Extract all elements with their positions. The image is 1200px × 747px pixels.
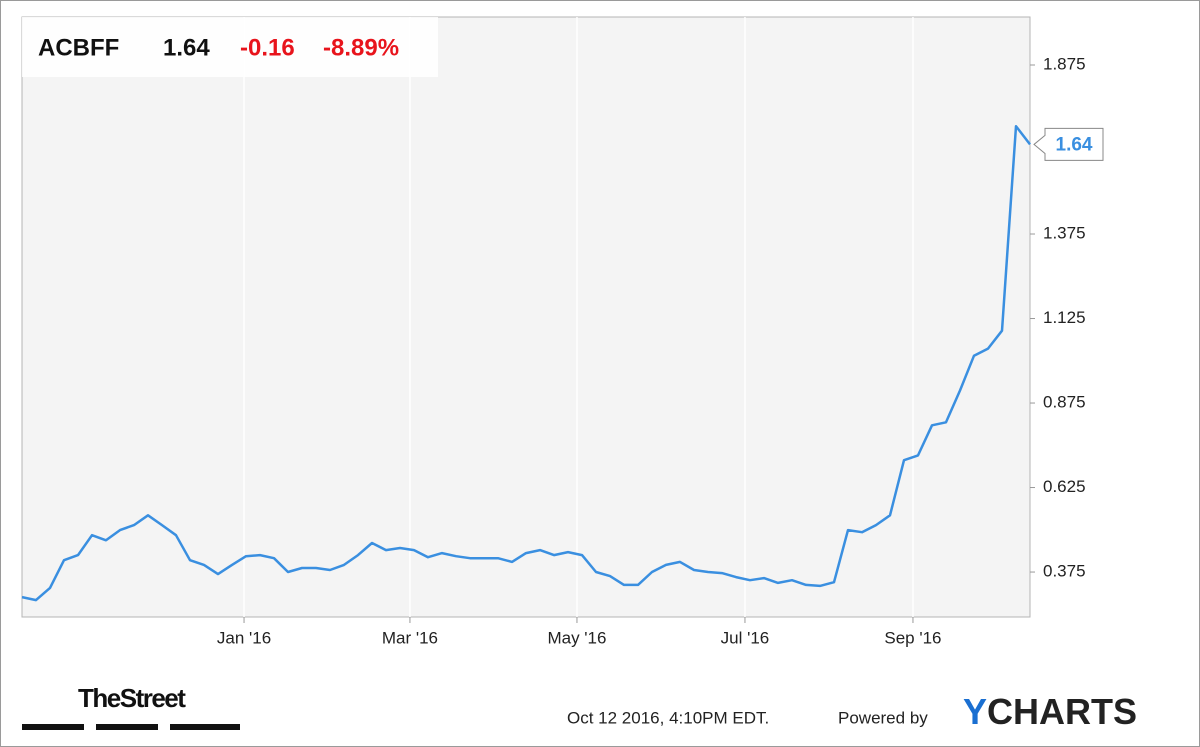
price-line	[21, 124, 1031, 602]
timestamp: Oct 12 2016, 4:10PM EDT.	[567, 708, 769, 727]
x-tick-label: Jan '16	[217, 628, 271, 647]
change-pct: -8.89%	[323, 34, 399, 61]
price: 1.64	[163, 34, 210, 61]
brand-rest: CHARTS	[987, 691, 1137, 732]
logo-bar	[170, 724, 240, 730]
x-tick-label: Jul '16	[721, 628, 770, 647]
symbol: ACBFF	[38, 34, 119, 61]
y-tick-label: 1.125	[1043, 308, 1086, 327]
y-tick-label: 0.625	[1043, 477, 1086, 496]
y-tick-label: 0.375	[1043, 562, 1086, 581]
y-tick-label: 1.375	[1043, 223, 1086, 242]
change: -0.16	[240, 34, 295, 61]
x-tick-label: Sep '16	[884, 628, 941, 647]
x-tick-label: Mar '16	[382, 628, 438, 647]
grid	[243, 17, 1035, 623]
last-value-label: 1.64	[1056, 134, 1093, 155]
brand-y: Y	[963, 691, 987, 732]
y-tick-label: 1.875	[1043, 54, 1086, 73]
plot	[21, 124, 1031, 602]
logo-bar	[96, 724, 158, 730]
source-logo: TheStreet	[78, 683, 186, 713]
powered-by: Powered by	[838, 708, 928, 727]
logo-bar	[22, 724, 84, 730]
brand: YCHARTS	[963, 691, 1137, 732]
y-tick-label: 0.875	[1043, 393, 1086, 412]
last-value-callout	[1033, 127, 1104, 161]
plot-area	[21, 16, 1031, 618]
x-tick-label: May '16	[547, 628, 606, 647]
header-box	[22, 17, 438, 77]
